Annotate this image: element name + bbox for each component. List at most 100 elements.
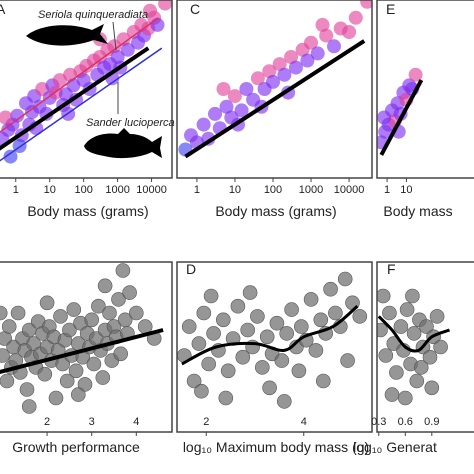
data-point — [340, 353, 355, 368]
x-tick-label: 0.3 — [371, 416, 386, 428]
data-point — [37, 366, 53, 382]
data-point — [300, 53, 315, 68]
data-point — [274, 353, 290, 368]
x-tick-label: 1 — [384, 184, 390, 196]
data-point — [433, 339, 448, 355]
data-point — [360, 0, 372, 9]
data-point — [422, 349, 438, 365]
x-axis-label: Body mass (grams) — [215, 203, 336, 219]
data-point — [308, 343, 324, 358]
panel-f: 0.3 0.6 0.9 log₁₀ Generat F — [353, 261, 474, 455]
data-point — [284, 302, 299, 317]
panel-letter: A — [0, 1, 6, 17]
data-point — [293, 319, 309, 334]
data-point — [227, 89, 242, 104]
panel-frame — [176, 261, 373, 433]
data-point — [150, 17, 165, 32]
data-point — [342, 25, 357, 39]
x-axis-label: Growth performance — [12, 439, 140, 455]
data-point — [0, 110, 13, 125]
panel-letter: C — [190, 1, 200, 17]
data-point — [91, 298, 106, 314]
x-tick-label: 1 — [194, 184, 200, 196]
data-point — [408, 67, 423, 82]
data-point — [239, 82, 254, 96]
data-point — [102, 305, 117, 321]
data-point — [303, 292, 319, 307]
plot-area — [178, 0, 372, 159]
data-point — [234, 103, 249, 118]
annotation-leader — [112, 21, 117, 51]
data-point — [86, 356, 102, 372]
data-point — [288, 60, 303, 75]
data-point — [377, 322, 388, 338]
data-point — [97, 278, 113, 294]
data-point — [120, 42, 135, 57]
data-point — [235, 349, 251, 365]
data-point — [113, 346, 128, 362]
data-point — [220, 363, 236, 379]
panels-layer: 1 10 100 1000 10000 Body mass (grams) A Seriola… — [0, 0, 474, 455]
data-point — [384, 387, 400, 402]
x-axis-label: Body mass (grams) — [27, 203, 148, 219]
data-point — [0, 305, 8, 321]
data-point — [0, 373, 15, 389]
data-point — [3, 149, 18, 164]
data-point — [315, 17, 330, 32]
data-point — [240, 322, 255, 338]
data-point — [122, 285, 137, 300]
data-point — [196, 117, 211, 132]
data-point — [186, 373, 202, 389]
panel-frame — [376, 0, 474, 179]
data-point — [429, 309, 445, 324]
data-point — [272, 57, 287, 72]
fit-line — [379, 79, 424, 156]
data-point — [254, 360, 270, 375]
panel-c: 1 10 100 1000 10000 Body mass (grams) C — [176, 0, 373, 219]
data-point — [266, 74, 280, 89]
data-point — [208, 106, 222, 121]
data-point — [393, 319, 409, 334]
data-point — [310, 46, 325, 61]
plot-area — [0, 0, 172, 164]
data-point — [399, 302, 415, 317]
data-point — [110, 50, 125, 64]
fit-line — [0, 46, 150, 151]
fit-line — [181, 305, 359, 366]
data-point — [216, 312, 231, 328]
x-tick-label: 1 — [13, 184, 19, 196]
plot-area — [0, 263, 164, 414]
data-point — [0, 348, 10, 363]
data-point — [71, 387, 86, 402]
data-point — [143, 3, 157, 18]
data-point — [111, 292, 126, 307]
plot-area — [377, 67, 424, 156]
x-tick-label: 10 — [229, 184, 241, 196]
x-tick-label: 2 — [44, 416, 50, 428]
data-point — [1, 319, 17, 334]
data-point — [279, 326, 295, 341]
data-point — [48, 390, 64, 406]
data-point — [406, 326, 422, 341]
fit-line — [377, 315, 451, 353]
data-point — [378, 348, 394, 363]
panel-a: 1 10 100 1000 10000 Body mass (grams) A Seriola… — [0, 0, 175, 219]
data-point — [424, 380, 440, 396]
x-tick-label: 2 — [203, 416, 209, 428]
data-point — [405, 288, 420, 304]
data-point — [196, 305, 212, 321]
data-point — [77, 377, 93, 392]
panel-letter: F — [387, 261, 396, 277]
x-tick-label: 1000 — [299, 184, 323, 196]
panel-frame — [0, 0, 173, 179]
data-point — [66, 302, 82, 317]
data-point — [327, 39, 341, 54]
plot-area — [177, 271, 368, 409]
x-tick-label: 100 — [264, 184, 282, 196]
data-point — [194, 383, 209, 399]
x-tick-label: 0.6 — [398, 416, 413, 428]
data-point — [291, 363, 307, 379]
data-point — [21, 399, 37, 414]
data-point — [116, 32, 131, 47]
data-point — [419, 319, 434, 334]
